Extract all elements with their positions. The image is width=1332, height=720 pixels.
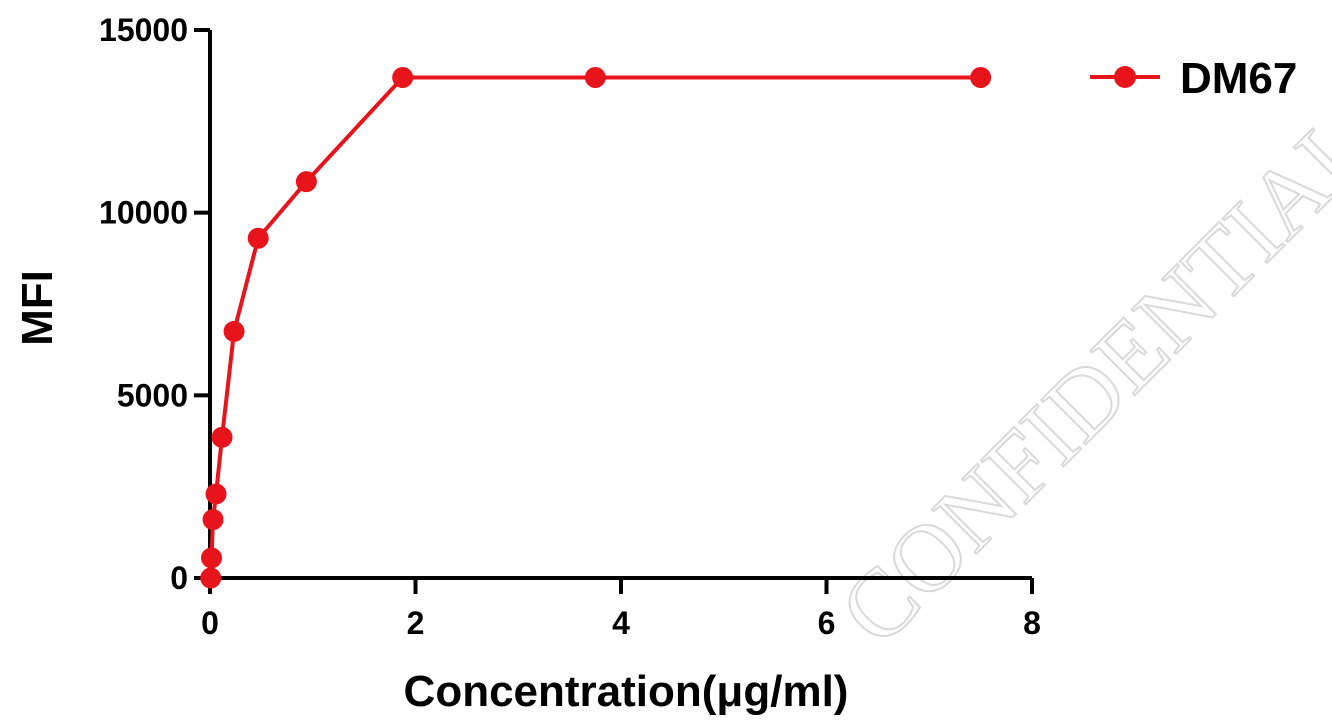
series-line-dm67 <box>208 75 981 579</box>
y-axis-title: MFI <box>13 270 62 346</box>
x-tick-label: 4 <box>612 605 630 641</box>
data-point <box>223 320 245 342</box>
data-point <box>584 66 606 88</box>
data-point <box>247 227 269 249</box>
data-point <box>295 171 317 193</box>
y-tick-label: 0 <box>170 560 188 596</box>
ticks: 0 5000 10000 15000 0 2 4 6 8 <box>99 12 1041 641</box>
axes <box>208 30 1032 580</box>
x-tick-label: 0 <box>201 605 219 641</box>
y-tick-label: 15000 <box>99 12 188 48</box>
data-point <box>202 509 224 531</box>
x-tick-label: 8 <box>1023 605 1041 641</box>
legend-label-dm67: DM67 <box>1180 54 1297 103</box>
series <box>200 66 992 589</box>
legend: DM67 <box>1090 54 1297 103</box>
data-point <box>200 567 222 589</box>
data-point <box>970 66 992 88</box>
legend-marker-dm67 <box>1114 66 1136 88</box>
data-point <box>392 66 414 88</box>
x-tick-label: 6 <box>818 605 836 641</box>
data-point <box>205 483 227 505</box>
data-point <box>201 547 223 569</box>
x-tick-label: 2 <box>407 605 425 641</box>
data-point <box>211 426 233 448</box>
y-tick-label: 5000 <box>117 377 188 413</box>
y-tick-label: 10000 <box>99 195 188 231</box>
x-axis-title: Concentration(μg/ml) <box>404 667 849 716</box>
